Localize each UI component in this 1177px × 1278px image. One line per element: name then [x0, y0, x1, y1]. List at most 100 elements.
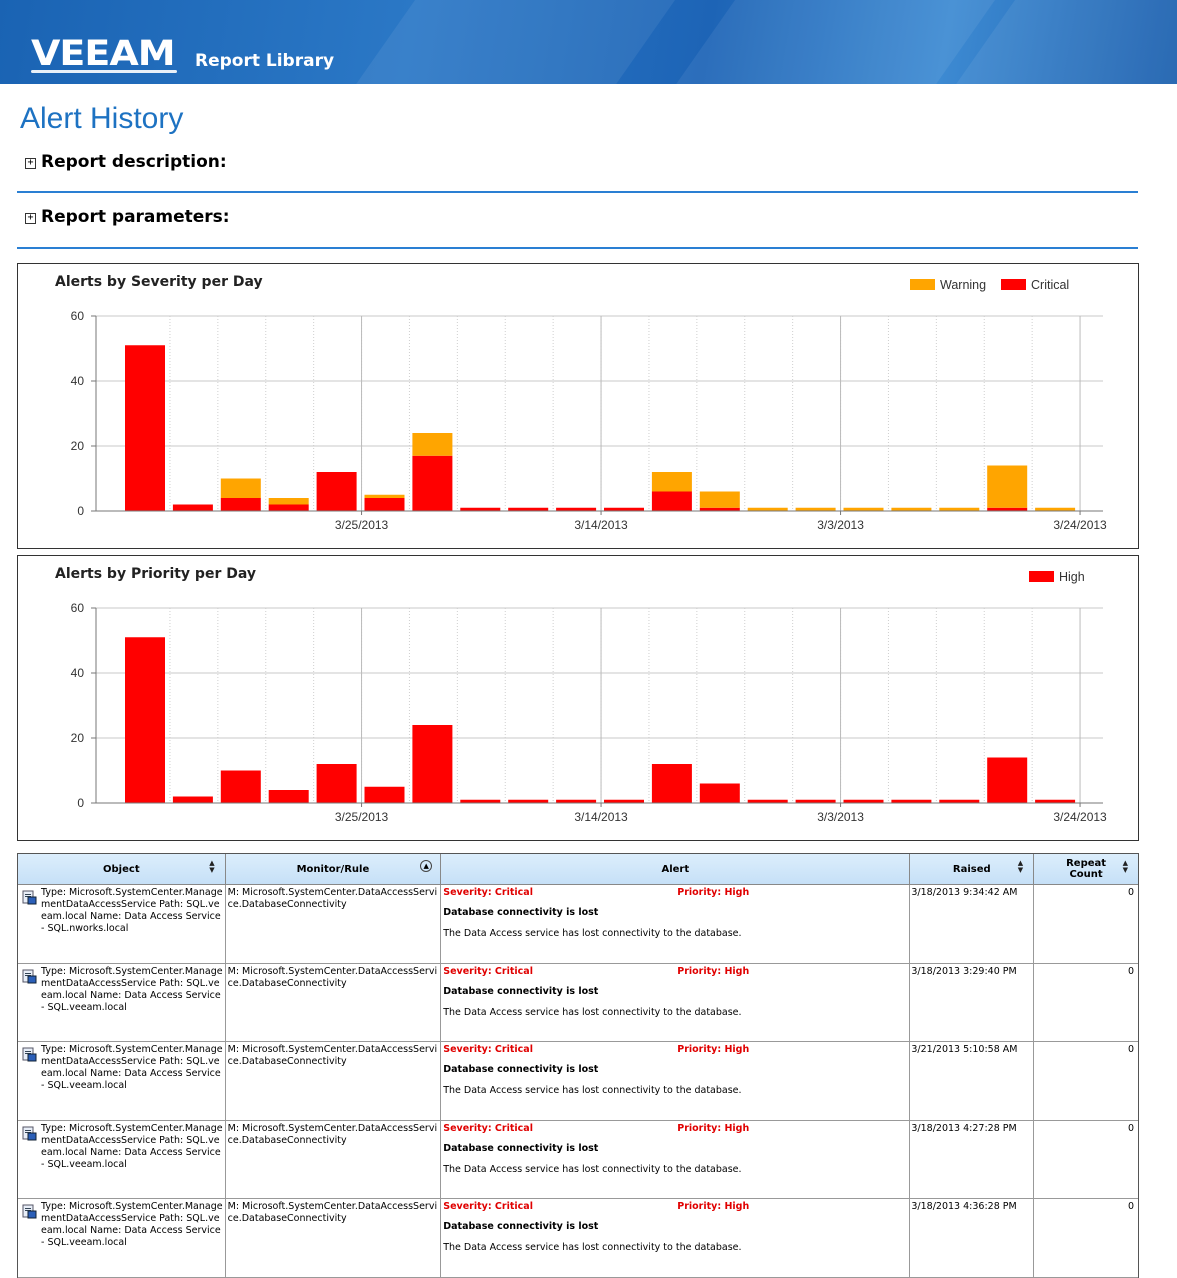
object-text: Type: Microsoft.SystemCenter.ManagementD… [41, 1122, 223, 1170]
expand-icon[interactable]: + [25, 213, 36, 224]
column-header-repeat-count[interactable]: Repeat Count ▲ ▼ [1034, 854, 1138, 884]
report-parameters-label[interactable]: Report parameters: [41, 207, 230, 227]
column-header-alert[interactable]: Alert [441, 854, 911, 884]
veeam-logo-underline [31, 70, 177, 73]
alert-name: Database connectivity is lost [443, 907, 599, 918]
monitor-text: M: Microsoft.SystemCenter.DataAccessServ… [227, 887, 438, 910]
column-header-raised[interactable]: Raised ▲ ▼ [910, 854, 1035, 884]
bar-critical [508, 507, 549, 511]
table-row[interactable]: Type: Microsoft.SystemCenter.ManagementD… [18, 1042, 1138, 1121]
bar-high [843, 799, 884, 803]
alert-cell[interactable]: Severity: Critical Priority: High Database… [441, 1042, 911, 1120]
bar-high [460, 799, 501, 803]
bar-critical [220, 498, 261, 511]
object-text: Type: Microsoft.SystemCenter.ManagementD… [41, 965, 223, 1013]
y-tick-label: 0 [77, 796, 84, 810]
table-row[interactable]: Type: Microsoft.SystemCenter.ManagementD… [18, 1199, 1138, 1278]
bar-warning [412, 433, 453, 456]
bar-warning [364, 494, 405, 498]
alert-cell[interactable]: Severity: Critical Priority: High Database… [441, 885, 911, 963]
bar-high [747, 799, 788, 803]
sort-updown-icon[interactable]: ▲ ▼ [209, 859, 215, 874]
priority-label: Priority: High [677, 965, 750, 977]
bar-high [651, 764, 692, 803]
monitoring-object-icon [22, 1126, 37, 1140]
legend-swatch-critical [1001, 279, 1026, 290]
bar-warning [987, 465, 1028, 508]
bar-high [316, 764, 357, 803]
column-header-label: Repeat Count [1066, 858, 1107, 880]
severity-label: Severity: Critical [443, 1044, 533, 1055]
priority-chart-svg: Alerts by Priority per Day 0 20 40 60 3/25/20… [55, 566, 1107, 824]
repeat-count-cell: 0 [1127, 1122, 1134, 1134]
repeat-count-cell: 0 [1127, 1044, 1134, 1055]
bar-warning [891, 507, 932, 511]
raised-cell: 3/18/2013 4:27:28 PM [910, 1120, 1035, 1198]
report-description-label[interactable]: Report description: [41, 152, 227, 172]
sort-updown-icon[interactable]: ▲ ▼ [1017, 859, 1024, 874]
bar-high [699, 783, 740, 803]
object-cell: Type: Microsoft.SystemCenter.ManagementD… [18, 963, 226, 1041]
monitor-cell: M: Microsoft.SystemCenter.DataAccessServ… [226, 1042, 442, 1120]
bar-warning [795, 507, 836, 511]
monitor-cell: M: Microsoft.SystemCenter.DataAccessServ… [226, 1199, 442, 1277]
sort-updown-icon[interactable]: ▲ ▼ [1122, 859, 1128, 874]
alert-name: Database connectivity is lost [443, 985, 599, 997]
report-parameters-section[interactable]: + Report parameters: [17, 207, 1138, 249]
monitor-text: M: Microsoft.SystemCenter.DataAccessServ… [227, 1122, 438, 1146]
priority-label: Priority: High [677, 1044, 750, 1055]
legend-label: High [1059, 570, 1085, 584]
bar-high [939, 799, 980, 803]
alert-description: The Data Access service has lost connect… [443, 1085, 742, 1096]
monitor-text: M: Microsoft.SystemCenter.DataAccessServ… [227, 1201, 438, 1224]
report-description-section[interactable]: + Report description: [17, 152, 1138, 193]
monitor-cell: M: Microsoft.SystemCenter.DataAccessServ… [226, 963, 442, 1041]
alert-cell[interactable]: Severity: Critical Priority: High Database… [441, 1120, 911, 1198]
expand-icon[interactable]: + [25, 158, 36, 169]
alert-name: Database connectivity is lost [443, 1221, 599, 1232]
bar-high [795, 799, 836, 803]
legend-label: Critical [1031, 278, 1069, 292]
table-header: Object ▲ ▼ Monitor/Rule ▲ Alert Raised ▲ ▼… [18, 854, 1138, 885]
raised-cell: 3/21/2013 5:10:58 AM [910, 1042, 1035, 1120]
column-header-object[interactable]: Object ▲ ▼ [18, 854, 226, 884]
priority-label: Priority: High [677, 887, 750, 898]
y-tick-label: 40 [71, 374, 85, 388]
severity-label: Severity: Critical [443, 1201, 533, 1212]
column-header-monitor[interactable]: Monitor/Rule ▲ [226, 854, 442, 884]
alert-name: Database connectivity is lost [443, 1142, 599, 1154]
bar-high [891, 799, 932, 803]
column-header-label: Object [103, 863, 140, 875]
legend-swatch-high [1029, 571, 1054, 582]
bar-warning [220, 478, 261, 498]
table-row[interactable]: Type: Microsoft.SystemCenter.ManagementD… [18, 1120, 1138, 1199]
priority-label: Priority: High [677, 1201, 750, 1212]
object-cell: Type: Microsoft.SystemCenter.ManagementD… [18, 885, 226, 963]
object-cell: Type: Microsoft.SystemCenter.ManagementD… [18, 1042, 226, 1120]
bar-warning [1035, 507, 1076, 511]
bar-critical [651, 491, 692, 511]
monitor-text: M: Microsoft.SystemCenter.DataAccessServ… [227, 965, 438, 989]
raised-cell: 3/18/2013 3:29:40 PM [910, 963, 1035, 1041]
alert-description: The Data Access service has lost connect… [443, 928, 742, 939]
monitor-cell: M: Microsoft.SystemCenter.DataAccessServ… [226, 885, 442, 963]
object-cell: Type: Microsoft.SystemCenter.ManagementD… [18, 1199, 226, 1277]
banner-decoration [302, 0, 718, 84]
repeat-count-cell: 0 [1127, 1201, 1134, 1212]
veeam-logo[interactable]: VEEAM [31, 32, 176, 74]
alert-cell[interactable]: Severity: Critical Priority: High Database… [441, 963, 911, 1041]
table-row[interactable]: Type: Microsoft.SystemCenter.ManagementD… [18, 963, 1138, 1042]
severity-chart: Alerts by Severity per Day 0 20 40 60 3/25/20… [17, 263, 1139, 549]
report-library-link[interactable]: Report Library [195, 51, 335, 71]
raised-cell: 3/18/2013 4:36:28 PM [910, 1199, 1035, 1277]
alert-description: The Data Access service has lost connect… [443, 1006, 742, 1018]
bar-high [556, 799, 597, 803]
alert-cell[interactable]: Severity: Critical Priority: High Database… [441, 1199, 911, 1277]
x-tick-label: 3/14/2013 [574, 810, 628, 824]
bar-warning [651, 472, 692, 492]
repeat-count-cell: 0 [1127, 965, 1134, 977]
bar-critical [316, 472, 357, 511]
table-row[interactable]: Type: Microsoft.SystemCenter.ManagementD… [18, 885, 1138, 964]
x-tick-label: 3/24/2013 [1053, 810, 1107, 824]
sort-ascending-icon[interactable]: ▲ [420, 860, 433, 872]
